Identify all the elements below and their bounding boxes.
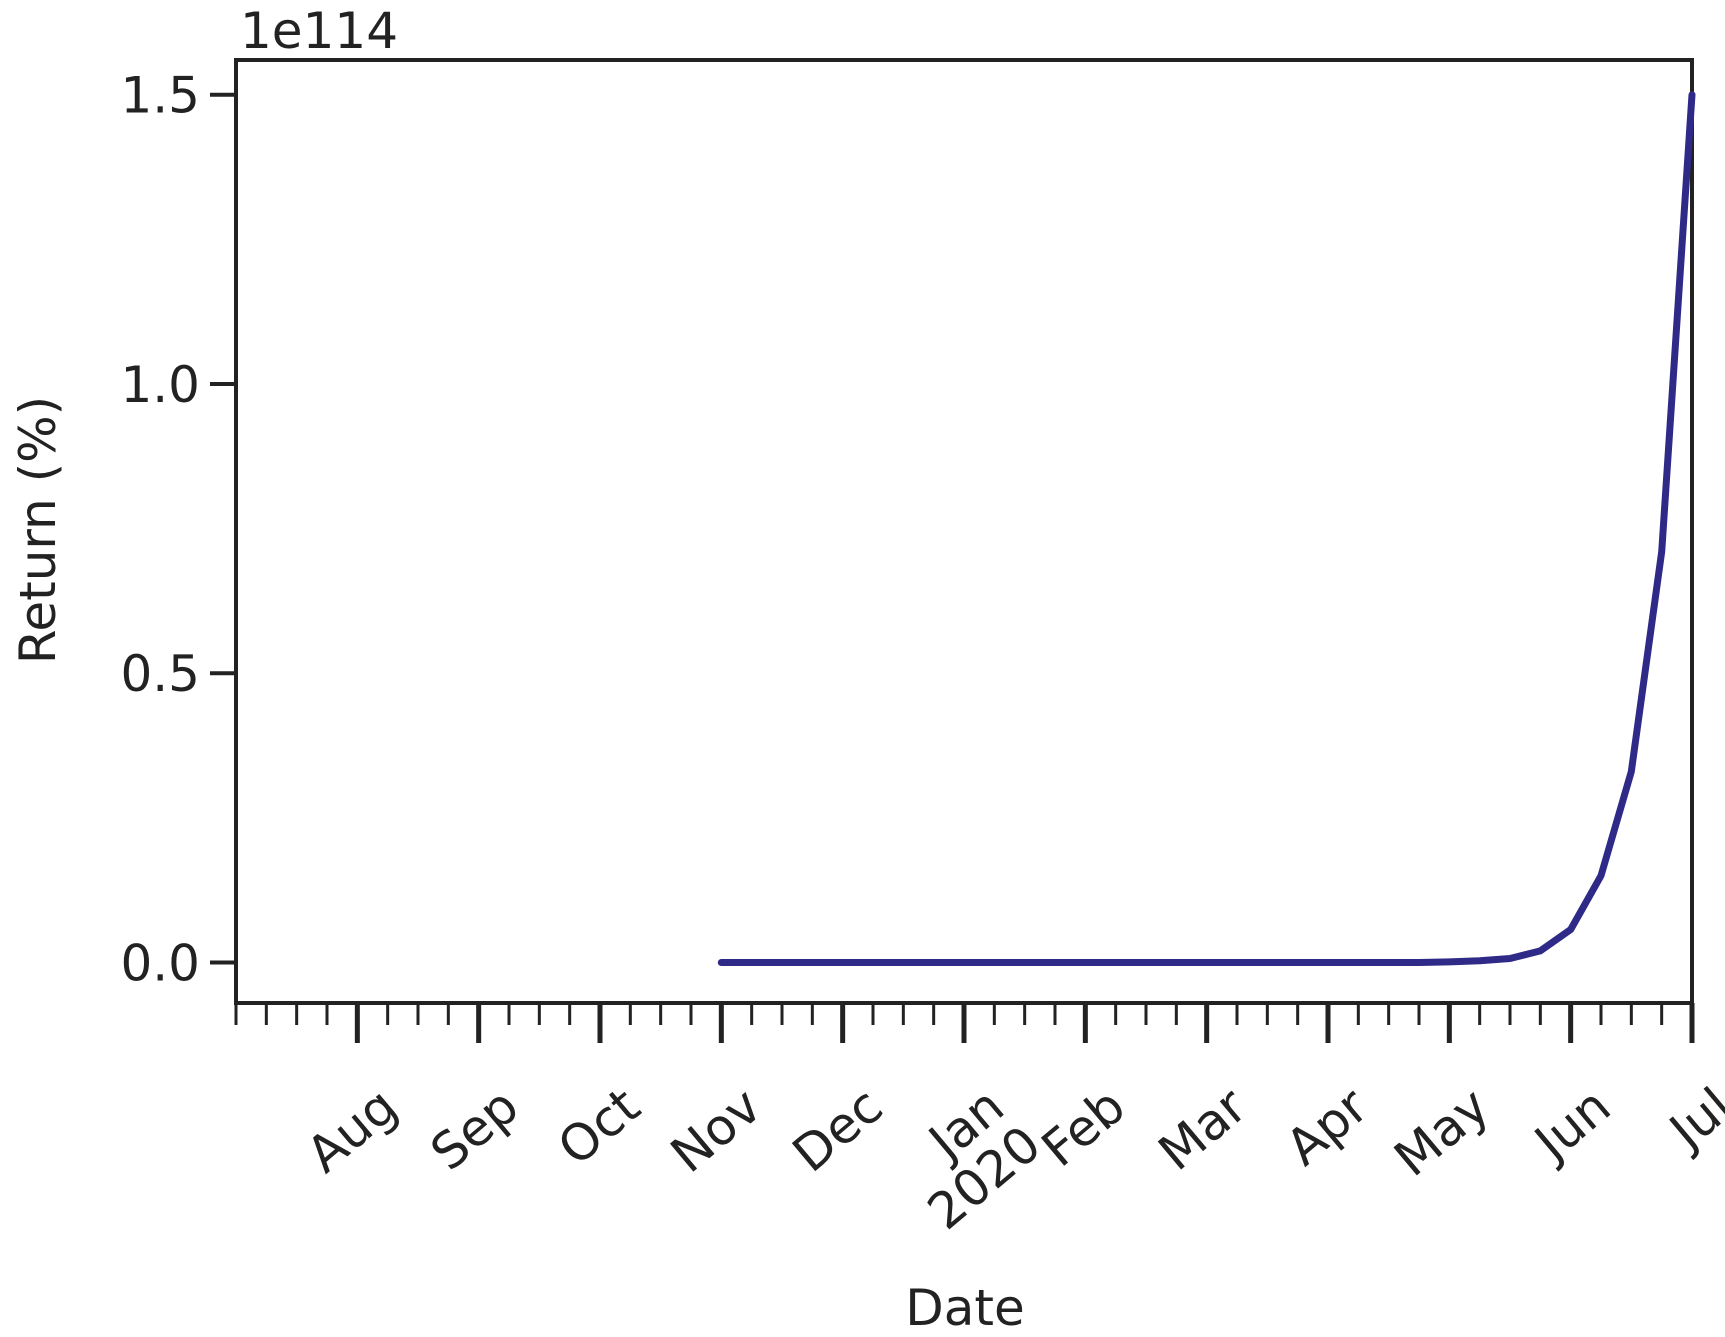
x-tick-label: Sep: [420, 1077, 529, 1182]
x-tick-label: Nov: [660, 1077, 772, 1184]
x-tick-label: May: [1384, 1077, 1500, 1188]
x-tick-label: Mar: [1148, 1076, 1258, 1181]
y-tick-label: 1.0: [120, 356, 200, 414]
x-tick-label: Dec: [782, 1077, 893, 1184]
x-tick-label: Oct: [547, 1077, 651, 1177]
x-tick-label: Jun: [1522, 1077, 1621, 1174]
offset-label: 1e114: [240, 2, 398, 60]
plot-frame: [234, 58, 1694, 1005]
y-tick-label: 0.0: [120, 935, 200, 993]
y-axis-label: Return (%): [9, 396, 67, 664]
x-tick-label: Jul: [1657, 1077, 1725, 1162]
x-tick-label: Aug: [296, 1077, 408, 1184]
x-axis-label: Date: [905, 1279, 1025, 1337]
y-tick-label: 1.5: [120, 67, 200, 125]
line-series: [717, 91, 1696, 966]
x-tick-label: Apr: [1275, 1076, 1379, 1176]
y-tick-label: 0.5: [120, 645, 200, 703]
